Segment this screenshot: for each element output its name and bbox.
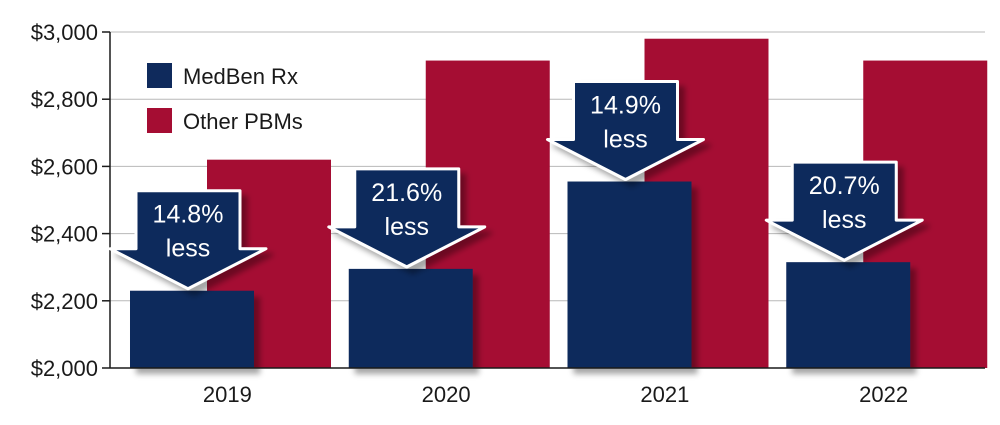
callout-arrow — [764, 160, 924, 262]
callout-less: less — [822, 206, 866, 234]
callouts: 14.8% less 21.6% less 14.9% less 20.7% less — [108, 80, 924, 291]
legend: MedBen Rx Other PBMs — [147, 63, 303, 134]
bar-medben-rx-2020 — [348, 268, 473, 368]
x-tick-label: 2021 — [640, 382, 689, 407]
callout-2020: 21.6% less — [327, 167, 487, 269]
bar-medben-rx-2021 — [567, 181, 692, 368]
callout-arrow — [327, 167, 487, 269]
bar-medben-rx-2019 — [130, 290, 254, 368]
legend-swatch-other-pbms — [147, 108, 172, 133]
callout-less: less — [603, 126, 647, 154]
callout-less: less — [166, 235, 210, 263]
callout-2022: 20.7% less — [764, 160, 924, 262]
bar-medben-rx-2022 — [786, 262, 911, 368]
callout-percent: 20.7% — [809, 172, 880, 200]
legend-label-medben-rx: MedBen Rx — [183, 64, 298, 89]
callout-arrow — [546, 80, 705, 182]
y-tick-label: $2,000 — [31, 356, 98, 381]
axes: $2,000 $2,200 $2,400 $2,600 $2,800 $3,000 2019… — [31, 20, 985, 407]
callout-2021: 14.9% less — [546, 80, 705, 182]
callout-less: less — [385, 213, 429, 241]
y-tick-label: $2,800 — [31, 87, 98, 112]
x-tick-label: 2022 — [859, 382, 908, 407]
legend-swatch-medben-rx — [147, 63, 172, 88]
x-tick-label: 2019 — [203, 382, 252, 407]
callout-2019: 14.8% less — [108, 189, 268, 291]
callout-percent: 21.6% — [371, 179, 442, 207]
y-tick-label: $2,600 — [31, 154, 98, 179]
legend-label-other-pbms: Other PBMs — [183, 109, 303, 134]
y-tick-label: $2,200 — [31, 289, 98, 314]
y-tick-label: $2,400 — [31, 222, 98, 247]
y-tick-label: $3,000 — [31, 20, 98, 45]
callout-arrow — [108, 189, 268, 291]
callout-percent: 14.9% — [590, 92, 661, 120]
callout-percent: 14.8% — [153, 201, 224, 229]
x-tick-label: 2020 — [422, 382, 471, 407]
